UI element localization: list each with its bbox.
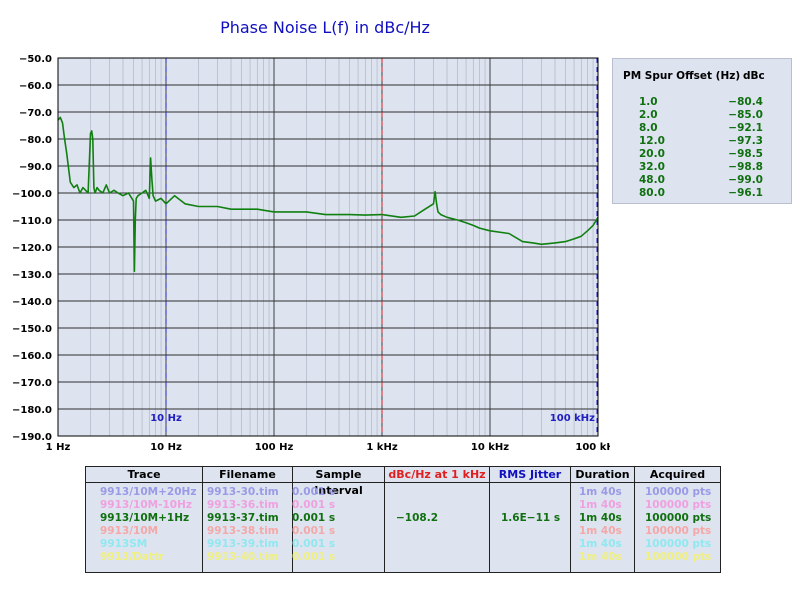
spur-row: 80.0 −96.1 [613, 187, 791, 199]
trace-filename: 9913-36.tim [207, 499, 279, 511]
trace-dbc: −108.2 [396, 512, 439, 524]
trace-filename: 9913-38.tim [207, 525, 279, 537]
trace-acquired: 100000 pts [645, 486, 712, 498]
x-tick-label: 100 Hz [255, 442, 294, 453]
y-tick-label: −170.0 [12, 378, 52, 389]
trace-duration: 1m 40s [579, 538, 622, 550]
trace-acquired: 100000 pts [645, 512, 712, 524]
series-line [57, 116, 599, 273]
y-tick-label: −140.0 [12, 297, 52, 308]
trace-interval: 0.001 s [292, 499, 336, 511]
y-tick-label: −190.0 [12, 432, 52, 443]
trace-filename: 9913-37.tim [207, 512, 279, 524]
header-rms-jitter: RMS Jitter [490, 467, 571, 483]
y-tick-label: −150.0 [12, 324, 52, 335]
frequency-markers: 10 Hz 100 kHz [150, 58, 598, 436]
x-tick-label: 10 Hz [150, 442, 182, 453]
x-tick-label: 1 Hz [46, 442, 71, 453]
spur-dbc: −80.4 [728, 96, 763, 108]
y-tick-label: −80.0 [19, 135, 52, 146]
header-duration: Duration [571, 467, 635, 483]
series-group [57, 116, 599, 273]
spur-row: 48.0 −99.0 [613, 174, 791, 186]
trace-interval: 0.001 s [292, 512, 336, 524]
trace-acquired: 100000 pts [645, 499, 712, 511]
spur-header-dbc: dBc [743, 70, 765, 82]
y-tick-labels: −50.0 −60.0 −70.0 −80.0 −90.0 −100.0 −110.0 −12… [12, 54, 52, 443]
spur-dbc: −97.3 [728, 135, 763, 147]
spur-row: 8.0 −92.1 [613, 122, 791, 134]
spur-offset: 48.0 [639, 174, 665, 186]
spur-header-offset: PM Spur Offset (Hz) [623, 70, 741, 82]
trace-duration: 1m 40s [579, 486, 622, 498]
spur-offset: 2.0 [639, 109, 658, 121]
trace-filename: 9913-40.tim [207, 551, 279, 563]
trace-name: 9913/Dattr [100, 551, 165, 563]
header-dbc-at-1khz: dBc/Hz at 1 kHz [385, 467, 490, 483]
spur-row: 1.0 −80.4 [613, 96, 791, 108]
trace-jitter: 1.6E−11 s [501, 512, 561, 524]
x-tick-label: 10 kHz [471, 442, 509, 453]
spur-row: 20.0 −98.5 [613, 148, 791, 160]
spur-dbc: −92.1 [728, 122, 763, 134]
spur-offset: 8.0 [639, 122, 658, 134]
spur-dbc: −98.8 [728, 161, 763, 173]
trace-interval: 0.001 s [292, 486, 336, 498]
trace-name: 9913/10M+1Hz [100, 512, 190, 524]
trace-name: 9913/10M+20Hz [100, 486, 197, 498]
trace-duration: 1m 40s [579, 525, 622, 537]
trace-duration: 1m 40s [579, 512, 622, 524]
trace-acquired: 100000 pts [645, 538, 712, 550]
spur-offset: 80.0 [639, 187, 665, 199]
spur-offset: 12.0 [639, 135, 665, 147]
spur-offset: 1.0 [639, 96, 658, 108]
y-tick-label: −100.0 [12, 189, 52, 200]
frequency-marker-label: 100 kHz [550, 413, 595, 424]
trace-duration: 1m 40s [579, 499, 622, 511]
spur-dbc: −85.0 [728, 109, 763, 121]
header-sample-interval: Sample Interval [293, 467, 385, 497]
trace-name: 9913/10M [100, 525, 159, 537]
trace-acquired: 100000 pts [645, 551, 712, 563]
spur-row: 2.0 −85.0 [613, 109, 791, 121]
trace-name: 9913SM [100, 538, 148, 550]
spur-offset: 32.0 [639, 161, 665, 173]
y-tick-label: −120.0 [12, 243, 52, 254]
header-trace: Trace [86, 467, 203, 483]
trace-name: 9913/10M-10Hz [100, 499, 192, 511]
spur-row: 32.0 −98.8 [613, 161, 791, 173]
trace-filename: 9913-39.tim [207, 538, 279, 550]
y-tick-label: −160.0 [12, 351, 52, 362]
spur-dbc: −96.1 [728, 187, 763, 199]
pm-spur-panel: PM Spur Offset (Hz) dBc 1.0 −80.4 2.0 −85.… [612, 58, 792, 204]
spur-dbc: −99.0 [728, 174, 763, 186]
y-tick-label: −90.0 [19, 162, 52, 173]
spur-row: 12.0 −97.3 [613, 135, 791, 147]
y-tick-label: −60.0 [19, 81, 52, 92]
chart-title: Phase Noise L(f) in dBc/Hz [220, 18, 430, 37]
trace-interval: 0.001 s [292, 551, 336, 563]
y-tick-label: −130.0 [12, 270, 52, 281]
trace-interval: 0.001 s [292, 525, 336, 537]
x-tick-label: 100 kHz [575, 442, 610, 453]
y-tick-label: −110.0 [12, 216, 52, 227]
y-tick-label: −70.0 [19, 108, 52, 119]
phase-noise-chart: 10 Hz 100 kHz −50.0 −60.0 −70.0 −80.0 −90.0 −1… [12, 54, 610, 453]
trace-duration: 1m 40s [579, 551, 622, 563]
spur-offset: 20.0 [639, 148, 665, 160]
trace-filename: 9913-30.tim [207, 486, 279, 498]
y-tick-label: −50.0 [19, 54, 52, 65]
header-acquired: Acquired [635, 467, 720, 483]
trace-interval: 0.001 s [292, 538, 336, 550]
x-tick-label: 1 kHz [366, 442, 397, 453]
x-tick-labels: 1 Hz 10 Hz 100 Hz 1 kHz 10 kHz 100 kHz [46, 442, 610, 453]
y-tick-label: −180.0 [12, 405, 52, 416]
spur-dbc: −98.5 [728, 148, 763, 160]
trace-acquired: 100000 pts [645, 525, 712, 537]
header-filename: Filename [203, 467, 293, 483]
frequency-marker-label: 10 Hz [150, 413, 182, 424]
trace-table: Trace Filename Sample Interval dBc/Hz at… [85, 466, 721, 573]
